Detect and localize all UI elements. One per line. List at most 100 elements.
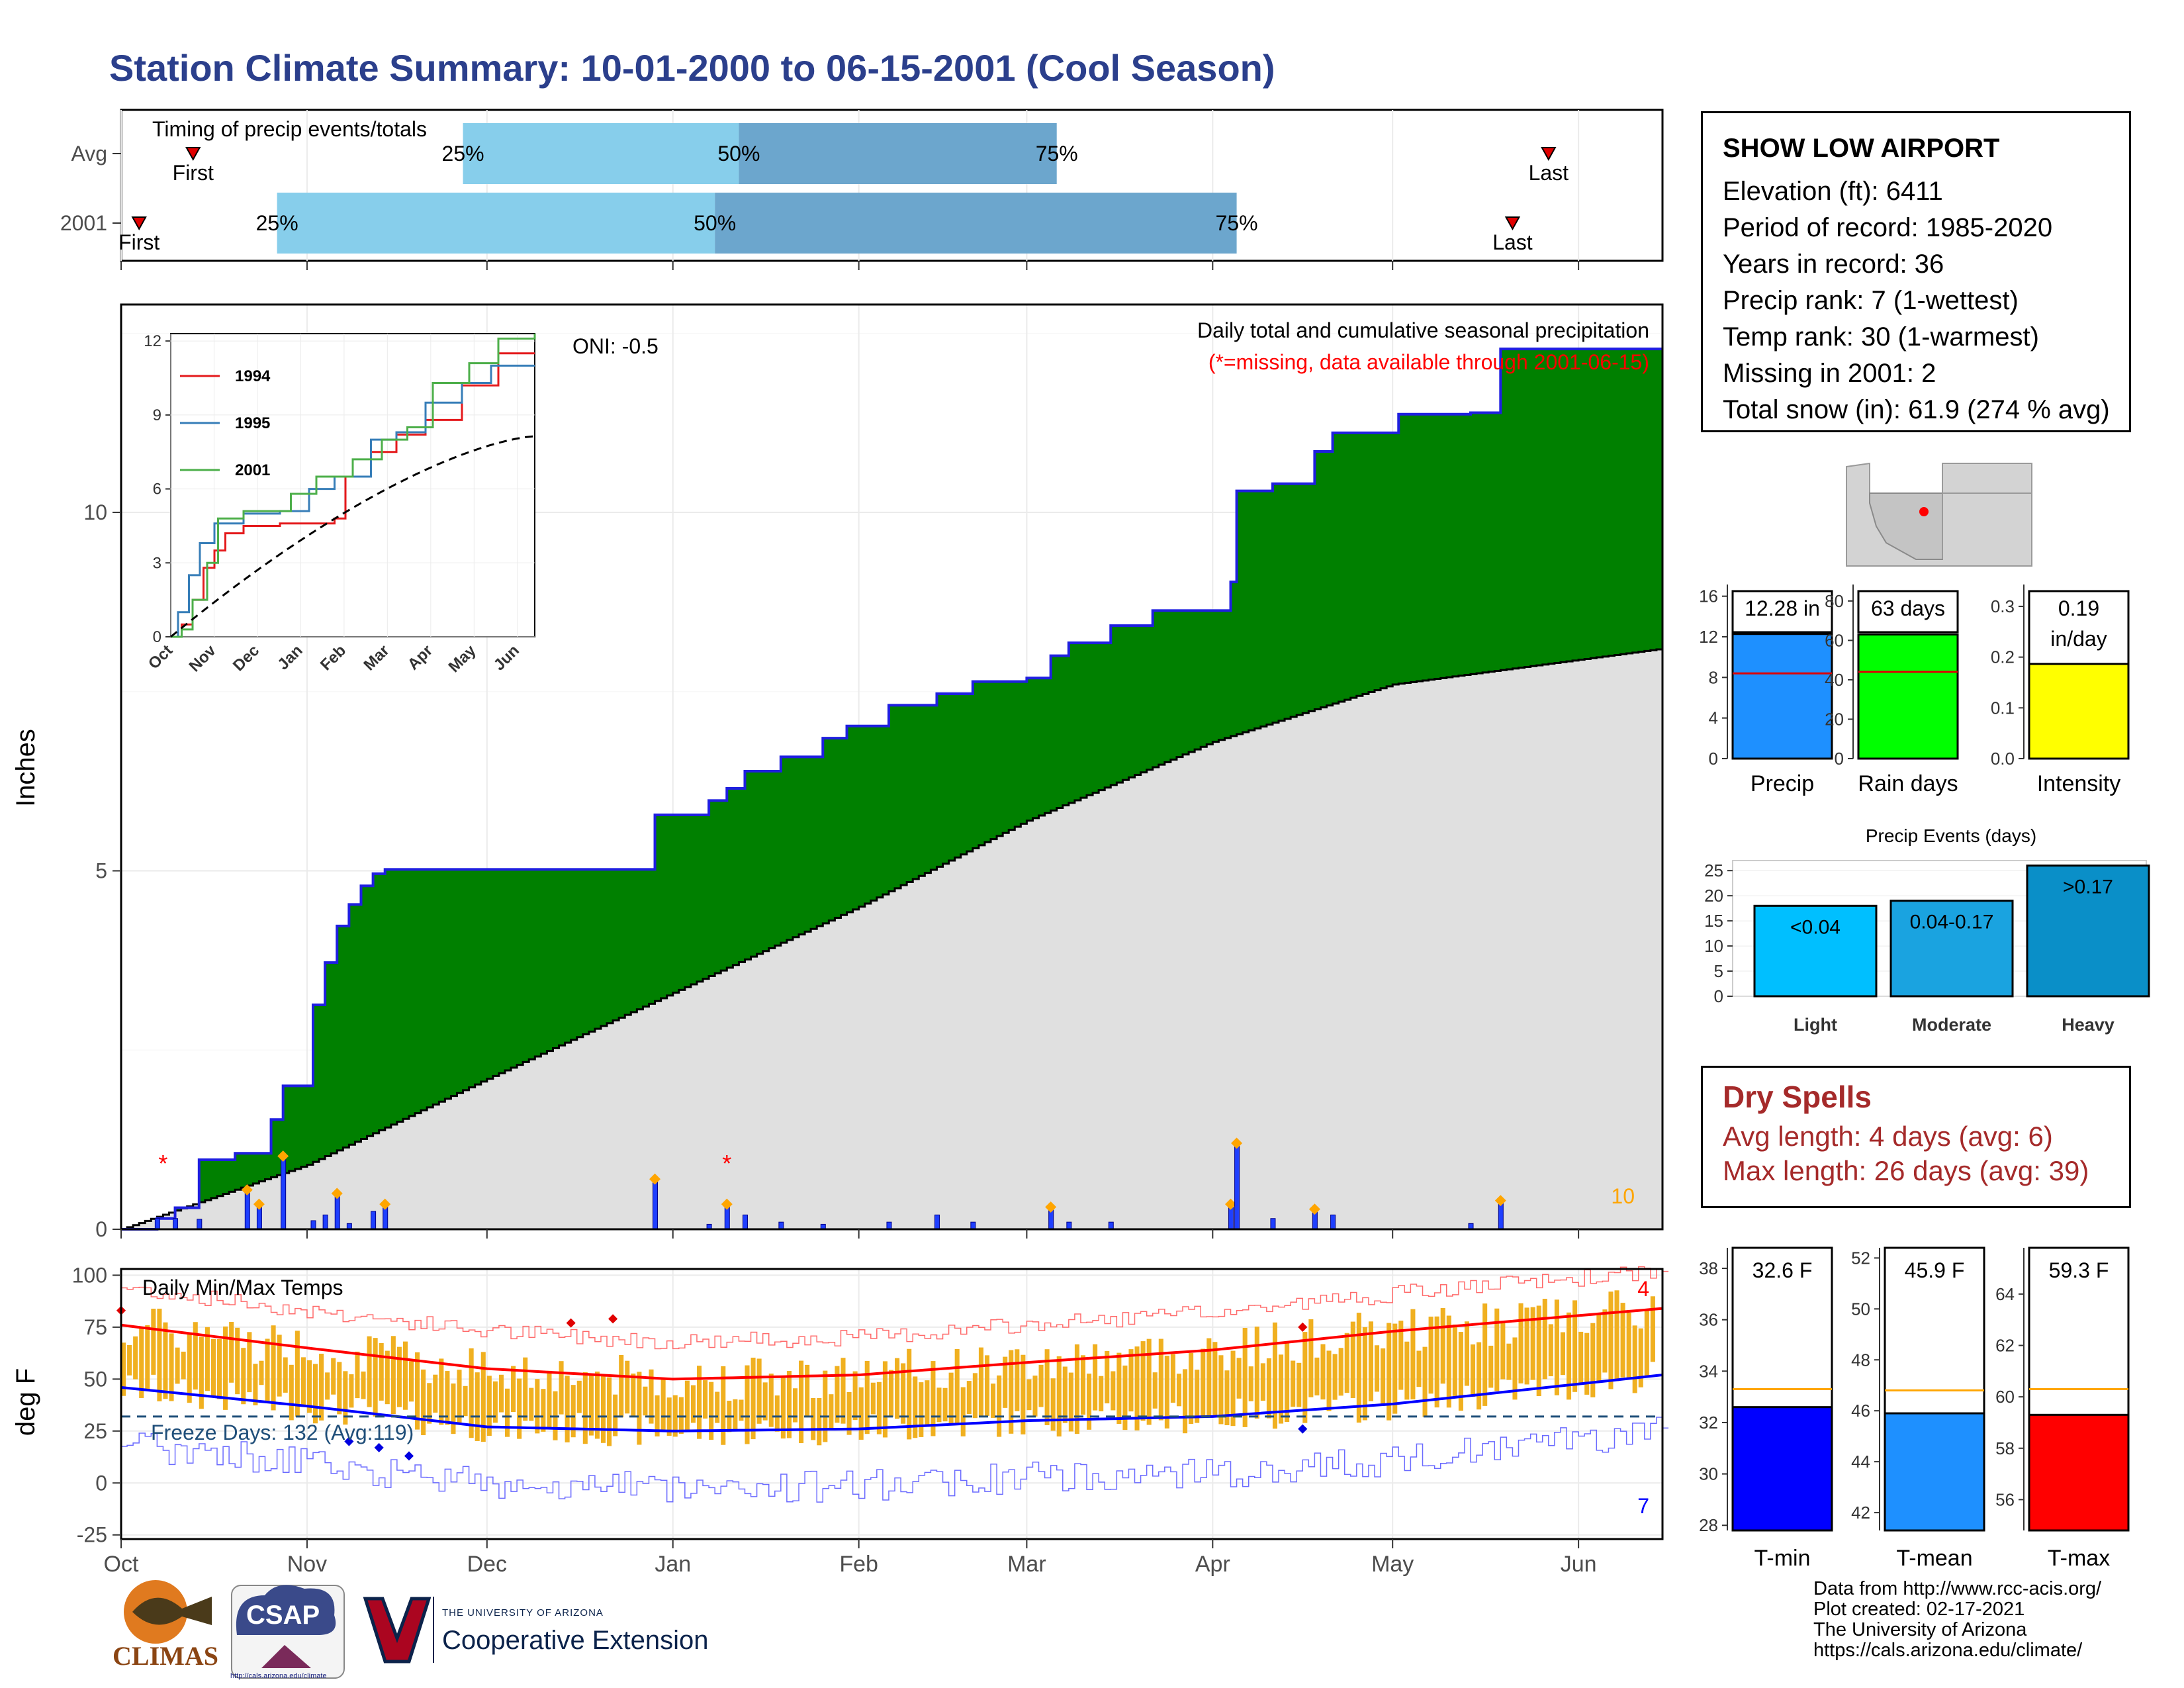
daily-temp-bar xyxy=(576,1380,582,1413)
inset-legend-label: 1995 xyxy=(235,414,270,432)
daily-temp-bar xyxy=(421,1369,426,1436)
daily-temp-bar xyxy=(991,1383,996,1418)
daily-temp-bar xyxy=(289,1364,294,1421)
daily-temp-bar xyxy=(529,1387,534,1421)
freeze-days-label: Freeze Days: 132 (Avg:119) xyxy=(151,1421,414,1444)
daily-temp-bar xyxy=(936,1387,942,1423)
daily-temp-bar xyxy=(1392,1323,1398,1414)
temp-panel-title: Daily Min/Max Temps xyxy=(142,1276,343,1299)
daily-temp-bar xyxy=(786,1371,792,1438)
average-precip-line xyxy=(121,648,1664,1231)
daily-temp-bar xyxy=(1614,1290,1619,1382)
snow-marker xyxy=(721,1198,733,1210)
ua-line1: THE UNIVERSITY OF ARIZONA xyxy=(442,1607,604,1618)
summary-ytick-label: 20 xyxy=(1825,709,1844,729)
daily-temp-bar xyxy=(451,1383,456,1434)
record-temp-marker xyxy=(566,1318,576,1328)
daily-temp-bar xyxy=(1260,1363,1265,1401)
daily-temp-bar xyxy=(1164,1356,1169,1429)
daily-temp-bar xyxy=(751,1357,756,1440)
daily-temp-bar xyxy=(1602,1309,1608,1373)
inset-frame xyxy=(170,333,535,637)
daily-temp-bar xyxy=(690,1385,696,1423)
timing-bar-50-75 xyxy=(739,123,1057,184)
daily-temp-bar xyxy=(1056,1356,1062,1437)
daily-temp-bar xyxy=(1428,1316,1433,1394)
daily-temp-bar xyxy=(283,1357,288,1393)
summary-ytick-label: 0.3 xyxy=(1991,596,2015,616)
daily-temp-bar xyxy=(1122,1365,1128,1430)
temp-summary-label: T-mean xyxy=(1896,1546,1972,1571)
inset-ytick-label: 0 xyxy=(153,628,161,646)
daily-precip-bar xyxy=(197,1219,203,1230)
daily-temp-bar xyxy=(607,1377,612,1446)
inset-ytick-label: 9 xyxy=(153,406,161,424)
station-years: Years in record: 36 xyxy=(1723,250,1944,279)
daily-temp-bar xyxy=(1297,1362,1302,1407)
summary-ytick-label: 0 xyxy=(1835,749,1844,769)
summary-ytick-label: 8 xyxy=(1709,667,1718,687)
temp-summary-label: T-max xyxy=(2048,1546,2110,1571)
daily-precip-bar xyxy=(886,1221,892,1230)
daily-temp-bar xyxy=(1332,1354,1338,1400)
daily-temp-bar xyxy=(1320,1344,1326,1400)
daily-temp-bar xyxy=(1464,1321,1470,1386)
missing-data-marker: * xyxy=(722,1150,731,1177)
daily-temp-bar xyxy=(846,1392,852,1435)
month-tick-label: Oct xyxy=(104,1552,139,1577)
precip-events-bar xyxy=(2026,865,2150,998)
summary-ytick-label: 0.1 xyxy=(1991,698,2015,718)
daily-temp-bar xyxy=(463,1385,468,1417)
inset-legend-label: 2001 xyxy=(235,461,270,479)
inset-ytick-label: 3 xyxy=(153,554,161,572)
daily-temp-bar xyxy=(739,1399,744,1421)
daily-temp-bar xyxy=(1062,1366,1068,1423)
daily-temp-bar xyxy=(157,1308,162,1401)
record-temp-marker xyxy=(1298,1322,1308,1332)
summary-value-box xyxy=(1731,590,1833,633)
daily-temp-bar xyxy=(684,1380,690,1430)
daily-temp-bar xyxy=(1344,1333,1349,1393)
record-temp-marker xyxy=(608,1314,618,1324)
timing-p75-label: 75% xyxy=(1216,211,1258,235)
daily-temp-bar xyxy=(1183,1369,1188,1434)
temp-summary-ytick-label: 58 xyxy=(1995,1438,2015,1458)
daily-temp-bar xyxy=(559,1361,564,1415)
csap-logo-mountain xyxy=(261,1645,311,1668)
dry-spells-title: Dry Spells xyxy=(1723,1080,1872,1114)
daily-temp-bar xyxy=(1308,1319,1314,1397)
precip-events-ytick-label: 5 xyxy=(1714,961,1723,981)
snow-marker xyxy=(1045,1201,1057,1213)
daily-temp-bar xyxy=(882,1361,887,1438)
timing-first-marker xyxy=(131,216,147,231)
timing-last-label: Last xyxy=(1492,230,1533,254)
daily-temp-bar xyxy=(1254,1327,1259,1419)
record-max-line xyxy=(121,1266,1669,1350)
daily-temp-bar xyxy=(1021,1354,1026,1434)
daily-temp-bar xyxy=(709,1382,714,1440)
daily-temp-bar xyxy=(1494,1308,1500,1391)
daily-temp-bar xyxy=(672,1395,678,1437)
temp-summary-ytick-label: 50 xyxy=(1851,1299,1870,1319)
month-tick-label: May xyxy=(1371,1552,1414,1577)
summary-bar xyxy=(2028,661,2130,760)
daily-temp-bar xyxy=(541,1389,546,1432)
timing-panel-title: Timing of precip events/totals xyxy=(152,117,427,141)
daily-temp-bar xyxy=(1201,1348,1206,1417)
daily-temp-bar xyxy=(325,1372,330,1400)
timing-p75-label: 75% xyxy=(1036,142,1078,165)
daily-temp-bar xyxy=(799,1360,804,1444)
precip-panel-frame xyxy=(120,303,1664,1231)
daily-temp-bar xyxy=(997,1375,1002,1437)
precip-events-category: Light xyxy=(1794,1015,1837,1035)
daily-temp-bar xyxy=(780,1376,786,1439)
month-tick-label: Apr xyxy=(1195,1552,1230,1577)
month-tick-label: Nov xyxy=(287,1552,327,1577)
timing-p50-label: 50% xyxy=(694,211,736,235)
daily-temp-bar xyxy=(1050,1378,1056,1431)
month-tick-label: Mar xyxy=(1007,1552,1046,1577)
daily-temp-bar xyxy=(1266,1358,1271,1419)
daily-temp-bar xyxy=(1356,1313,1361,1423)
daily-temp-bar xyxy=(402,1341,408,1410)
daily-temp-bar xyxy=(1620,1303,1625,1378)
